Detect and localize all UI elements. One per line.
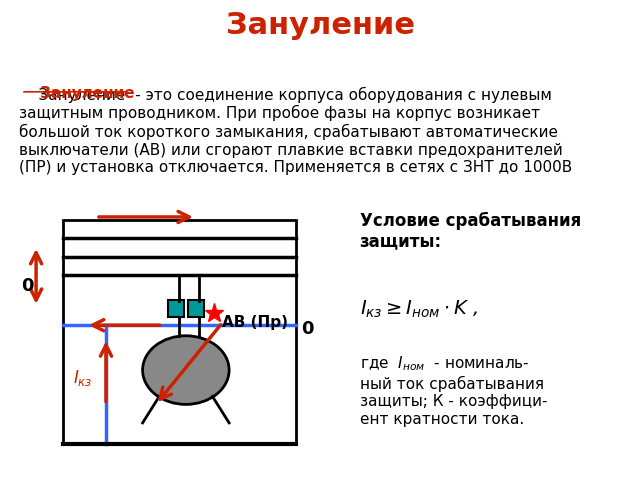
Bar [188,300,204,317]
Text: 0: 0 [21,276,34,295]
Text: $I_{кз}$: $I_{кз}$ [73,368,92,388]
Bar [63,220,296,444]
Text: $I_{кз} \geq I_{ном} \cdot K$ ,: $I_{кз} \geq I_{ном} \cdot K$ , [360,299,478,320]
Text: где  $I_{ном}$  - номиналь-
ный ток срабатывания
защиты; К - коэффици-
ент кратн: где $I_{ном}$ - номиналь- ный ток срабат… [360,354,547,427]
Text: Зануление: Зануление [19,86,135,101]
Text: Зануление  - это соединение корпуса оборудования с нулевым
защитным проводником.: Зануление - это соединение корпуса обору… [19,86,572,175]
Bar [168,300,184,317]
Circle shape [143,336,229,404]
Text: 0: 0 [301,320,313,338]
Text: Зануление: Зануление [225,11,415,40]
Text: Условие срабатывания
защиты:: Условие срабатывания защиты: [360,212,581,251]
Text: АВ (Пр): АВ (Пр) [223,315,289,330]
